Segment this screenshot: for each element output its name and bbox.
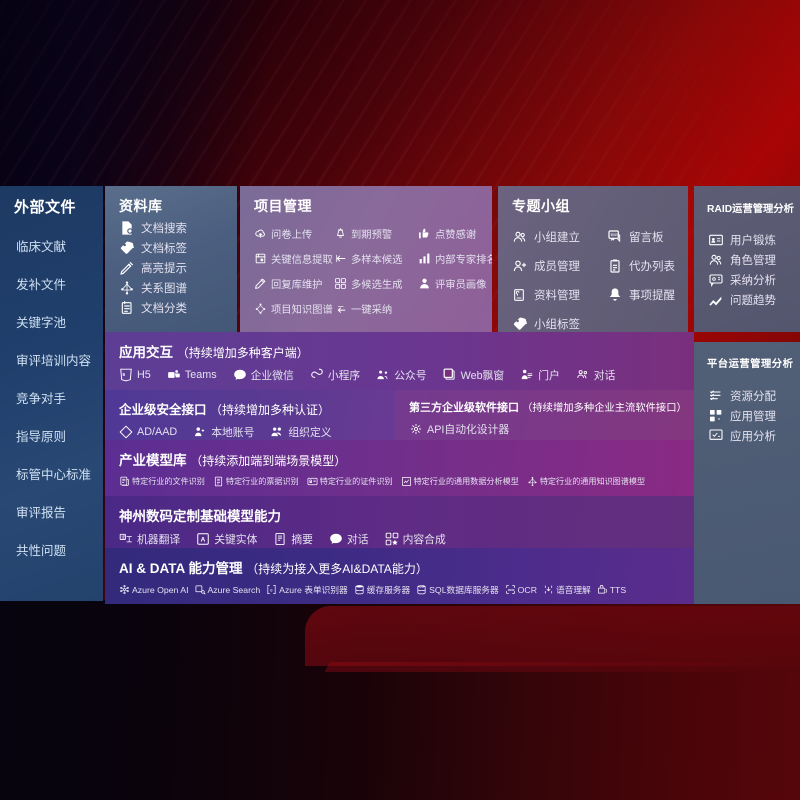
svg-text:译: 译 (121, 535, 125, 540)
svg-text:5: 5 (123, 372, 126, 377)
svg-text:A: A (201, 537, 206, 544)
svg-text:e: e (270, 587, 273, 592)
svg-text:OCR: OCR (507, 588, 514, 592)
svg-text:BBS: BBS (611, 232, 619, 237)
